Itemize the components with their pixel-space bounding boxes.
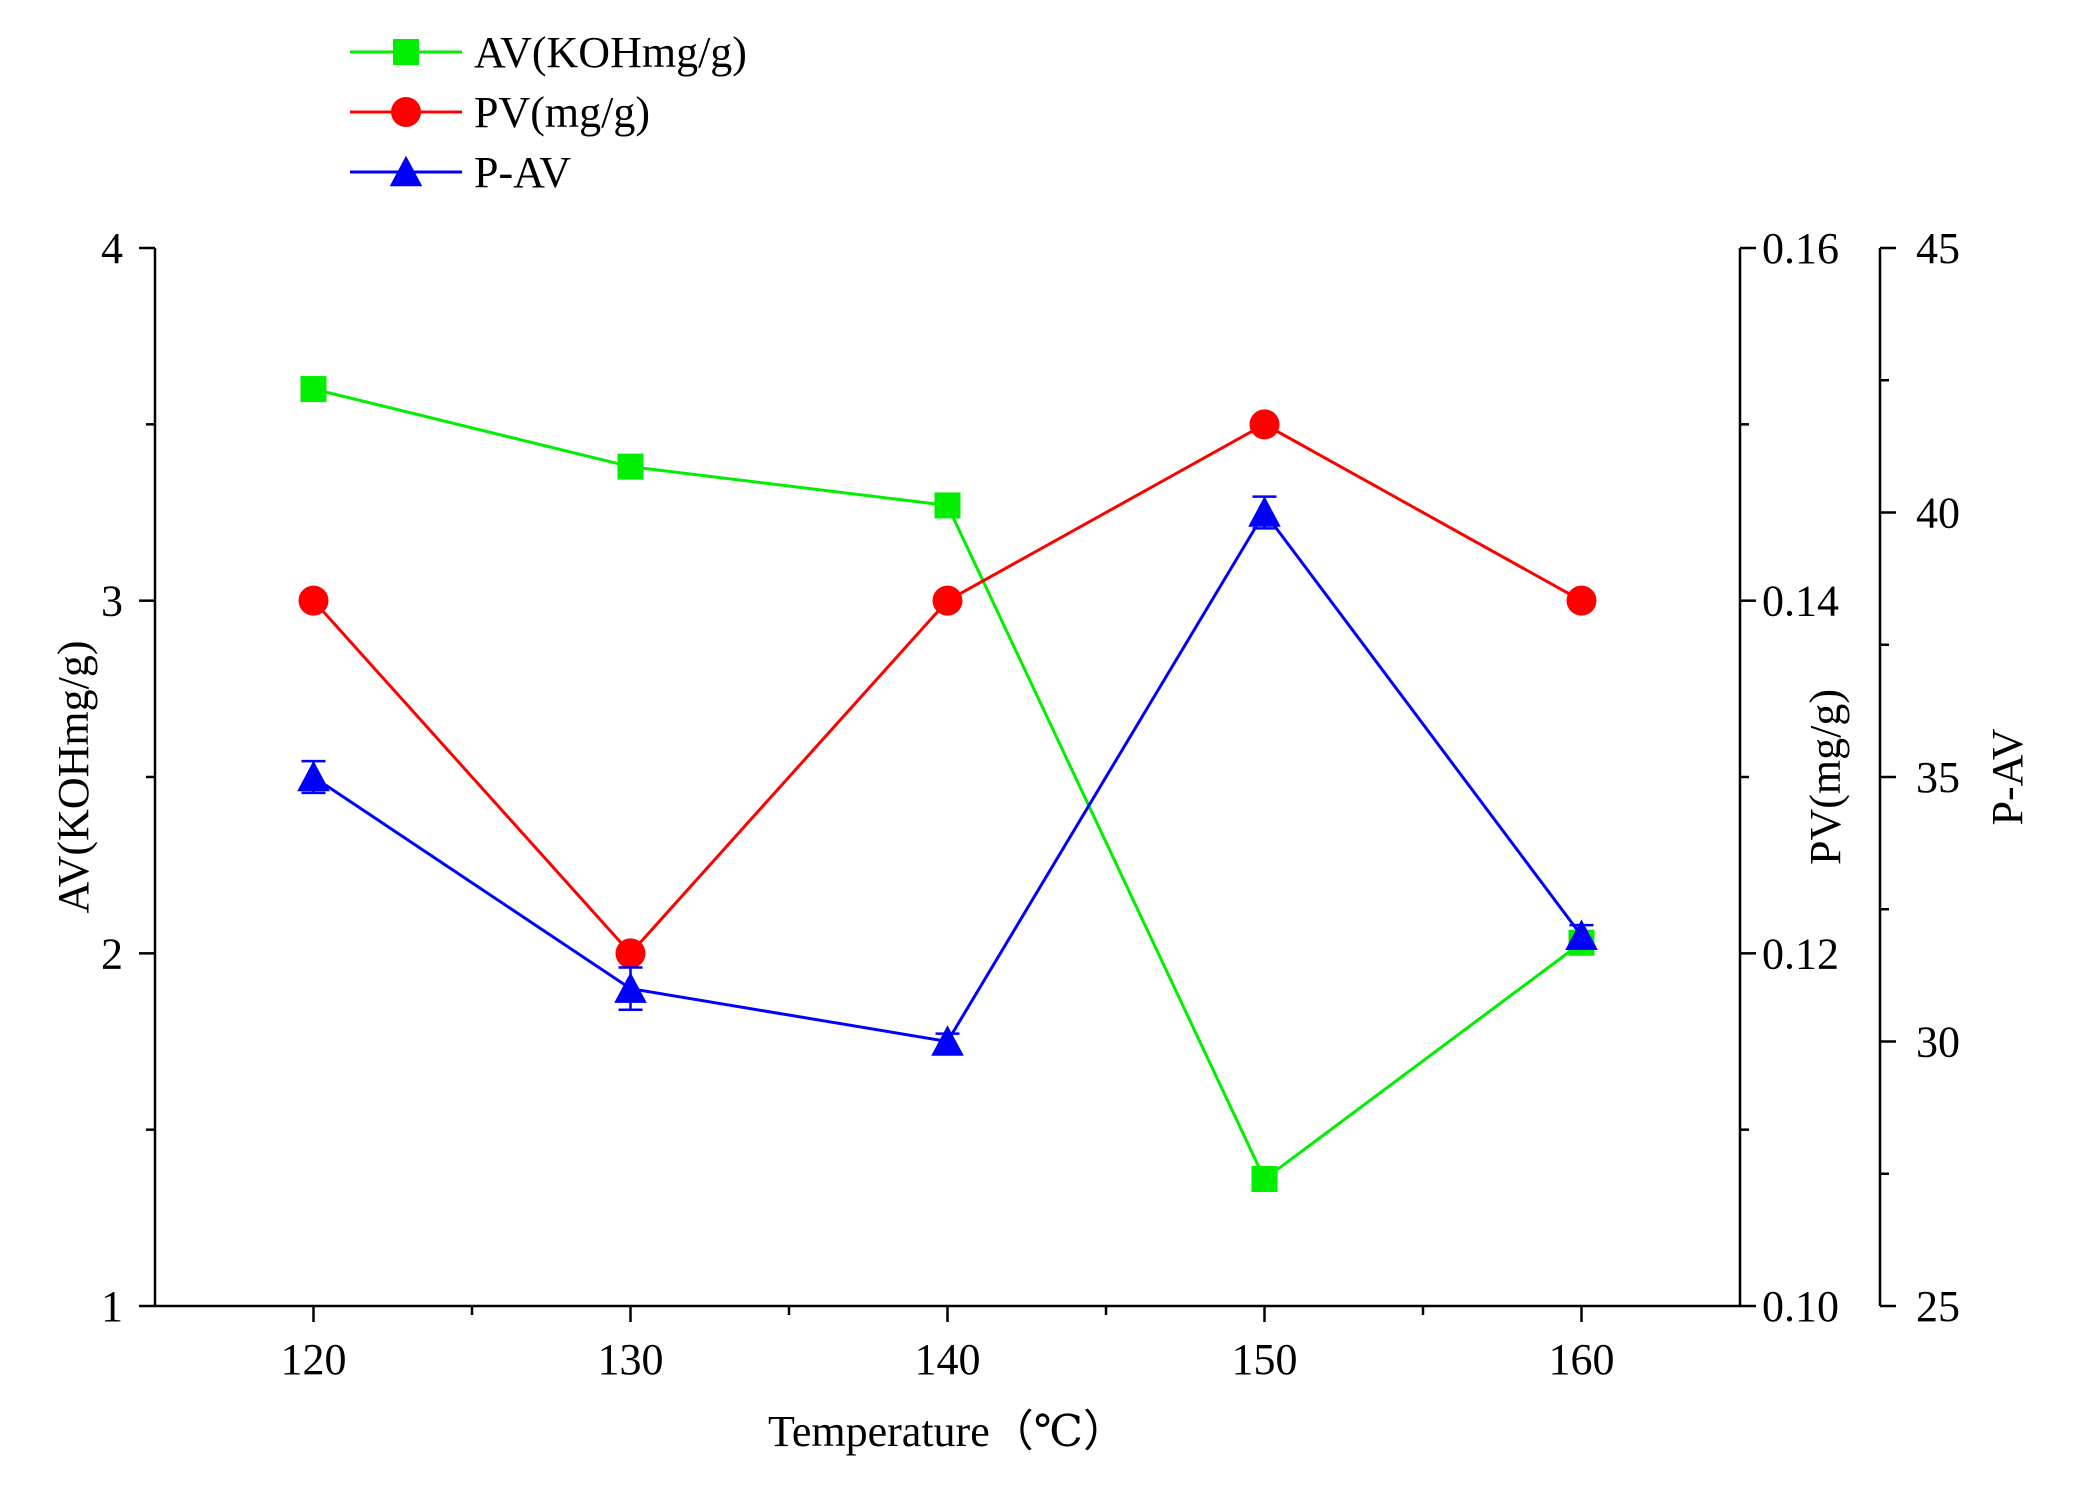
- left-y-tick-label: 4: [101, 224, 123, 273]
- square-data-point: [1251, 1166, 1278, 1193]
- right-y-tick-label: 0.10: [1762, 1282, 1839, 1331]
- right-y-tick-label: 0.12: [1762, 929, 1839, 978]
- x-tick-label: 120: [281, 1335, 347, 1384]
- square-data-point: [934, 492, 961, 519]
- square-data-point: [617, 453, 644, 480]
- second-right-y-tick-label: 25: [1916, 1282, 1960, 1331]
- circle-data-point: [615, 938, 646, 969]
- x-tick-label: 150: [1232, 1335, 1298, 1384]
- x-tick-label: 160: [1549, 1335, 1615, 1384]
- triangle-data-point: [1248, 496, 1281, 527]
- legend-label: P-AV: [474, 148, 571, 197]
- x-tick-label: 130: [598, 1335, 664, 1384]
- circle-data-point: [932, 585, 963, 616]
- legend-marker: [393, 39, 419, 65]
- circle-data-point: [1566, 585, 1597, 616]
- second-right-y-tick-label: 45: [1916, 224, 1960, 273]
- left-y-axis-label: AV(KOHmg/g): [49, 641, 98, 914]
- second-right-y-tick-label: 35: [1916, 753, 1960, 802]
- left-y-tick-label: 3: [101, 577, 123, 626]
- circle-data-point: [298, 585, 329, 616]
- right-y-tick-label: 0.16: [1762, 224, 1839, 273]
- triangle-data-point: [1565, 919, 1598, 950]
- circle-data-point: [1249, 409, 1280, 440]
- square-data-point: [300, 376, 327, 403]
- second-right-y-tick-label: 30: [1916, 1018, 1960, 1067]
- left-y-tick-label: 2: [101, 929, 123, 978]
- right-y-tick-label: 0.14: [1762, 577, 1839, 626]
- triangle-data-point: [931, 1025, 964, 1056]
- legend-marker: [391, 97, 421, 127]
- x-tick-label: 140: [915, 1335, 981, 1384]
- second-right-y-axis-label: P-AV: [1983, 728, 2032, 825]
- legend-marker: [389, 155, 423, 187]
- legend-label: AV(KOHmg/g): [474, 28, 747, 77]
- legend-label: PV(mg/g): [474, 88, 650, 137]
- right-y-axis-label: PV(mg/g): [1801, 689, 1850, 865]
- x-axis-label: Temperature（℃）: [768, 1407, 1127, 1456]
- triangle-data-point: [297, 760, 330, 792]
- triangle-data-point: [614, 972, 647, 1003]
- second-right-y-tick-label: 40: [1916, 489, 1960, 538]
- left-y-tick-label: 1: [101, 1282, 123, 1331]
